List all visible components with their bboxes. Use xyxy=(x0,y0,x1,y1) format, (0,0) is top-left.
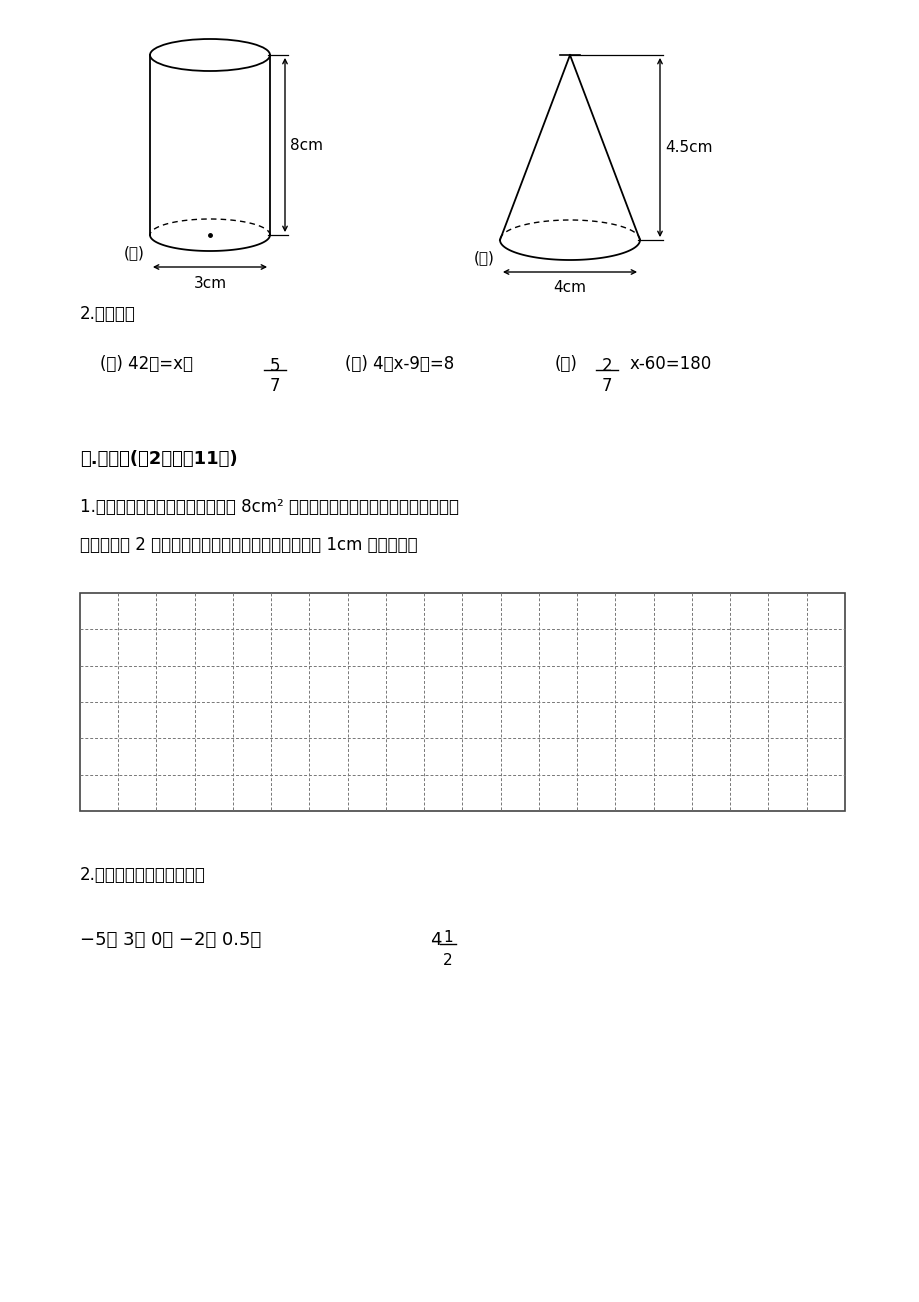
Text: 1.在下面的方格纸中画一个面积是 8cm² 的长方形，再把这个长方形的各边长扩: 1.在下面的方格纸中画一个面积是 8cm² 的长方形，再把这个长方形的各边长扩 xyxy=(80,497,459,516)
Text: (１) 42：=x：: (１) 42：=x： xyxy=(100,355,193,372)
Text: 2: 2 xyxy=(443,953,452,967)
Text: 4cm: 4cm xyxy=(553,280,586,296)
Text: 3cm: 3cm xyxy=(193,276,226,290)
Text: 7: 7 xyxy=(269,378,280,395)
Text: 五.作图题(八2题，八11分): 五.作图题(八2题，八11分) xyxy=(80,450,237,467)
Text: 8cm: 8cm xyxy=(289,138,323,152)
Text: 2.解方程。: 2.解方程。 xyxy=(80,305,136,323)
Text: 大到原来的 2 倍，画出图形。（每个方格代表边长为 1cm 的正方形）: 大到原来的 2 倍，画出图形。（每个方格代表边长为 1cm 的正方形） xyxy=(80,536,417,553)
Text: 1: 1 xyxy=(443,930,452,945)
Text: 4: 4 xyxy=(429,931,441,949)
Text: x-60=180: x-60=180 xyxy=(630,355,711,372)
Text: (２) 4（x-9）=8: (２) 4（x-9）=8 xyxy=(345,355,454,372)
Text: (１): (１) xyxy=(124,246,145,260)
Text: (２): (２) xyxy=(473,250,494,266)
Text: 7: 7 xyxy=(601,378,611,395)
Bar xyxy=(80,592,844,811)
Text: −5， 3， 0， −2， 0.5，: −5， 3， 0， −2， 0.5， xyxy=(80,931,261,949)
Text: (３): (３) xyxy=(554,355,577,372)
Text: 2: 2 xyxy=(601,357,612,375)
Text: 4.5cm: 4.5cm xyxy=(664,141,711,155)
Text: 2.在直线上表示下列各数。: 2.在直线上表示下列各数。 xyxy=(80,866,206,884)
Text: 5: 5 xyxy=(269,357,280,375)
